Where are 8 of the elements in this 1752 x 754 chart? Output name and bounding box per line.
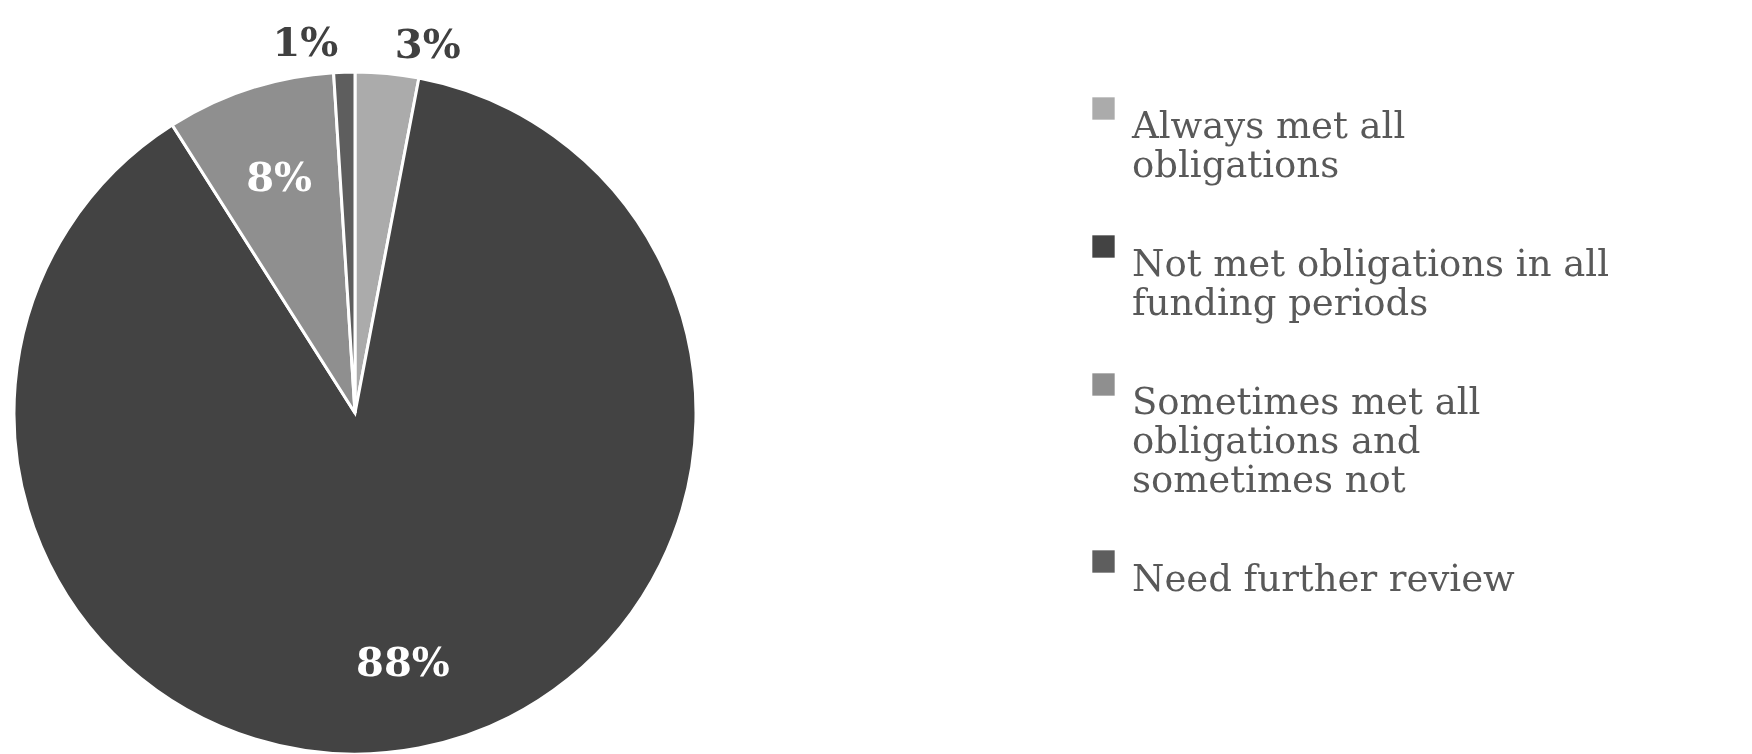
- data-label: 3%: [394, 19, 461, 67]
- data-label: 1%: [272, 18, 339, 66]
- data-label: 88%: [356, 638, 450, 686]
- legend-label: Not met obligations in all funding periods: [1132, 241, 1609, 324]
- legend-label: Sometimes met all obligations and sometimes not: [1132, 379, 1481, 501]
- legend-label: Always met all obligations: [1131, 103, 1406, 186]
- data-label: 8%: [246, 153, 313, 201]
- legend-label: Need further review: [1132, 556, 1516, 600]
